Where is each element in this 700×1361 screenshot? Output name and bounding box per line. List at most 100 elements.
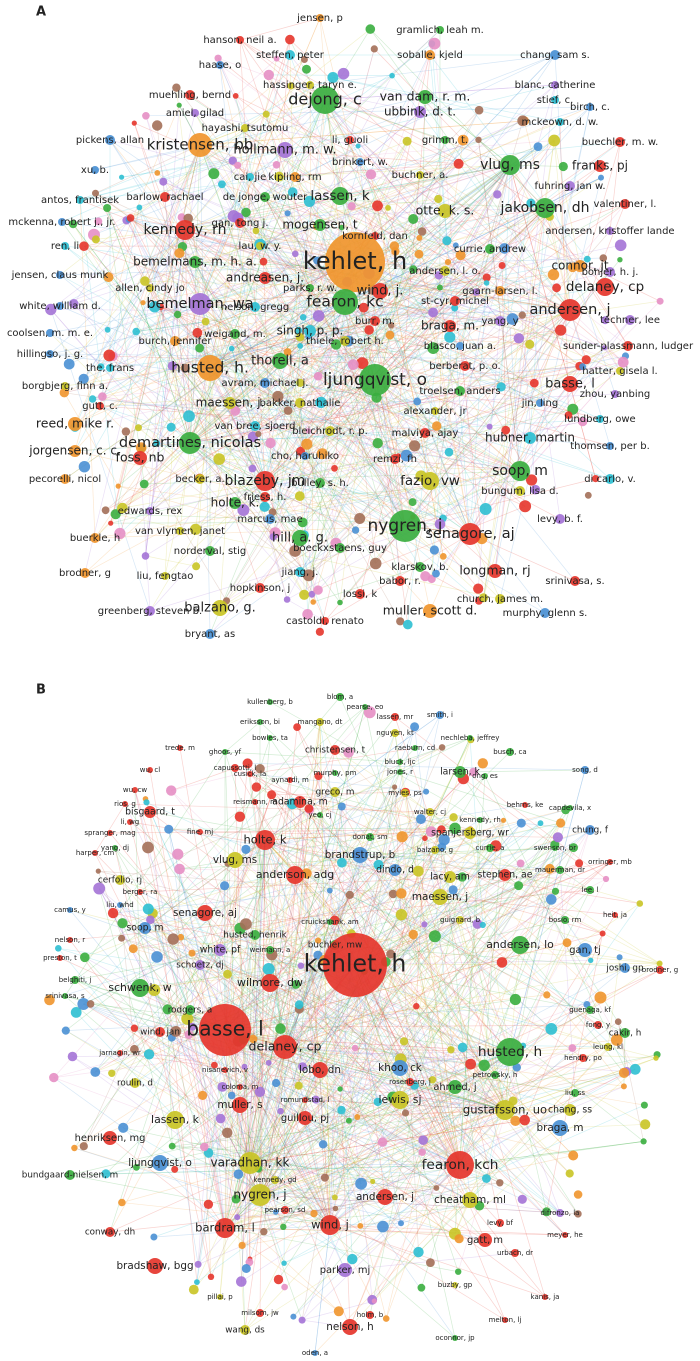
node-label: birch, c. — [570, 102, 610, 113]
node — [167, 361, 177, 371]
edge — [394, 716, 607, 880]
node — [235, 218, 245, 228]
node-label: nguyen, kt — [376, 729, 414, 737]
edge — [604, 347, 621, 372]
edge — [58, 947, 571, 1111]
edge — [264, 714, 441, 841]
node-label: pickens, allan — [76, 135, 144, 146]
node — [176, 102, 182, 108]
edge — [441, 829, 480, 1206]
node-label: christensen, t — [305, 746, 366, 756]
edge — [187, 862, 580, 1020]
edge — [264, 207, 546, 482]
node — [347, 1253, 358, 1265]
node — [502, 1317, 508, 1323]
node — [556, 818, 566, 828]
edge — [259, 1047, 573, 1196]
edge — [197, 332, 611, 447]
edge — [329, 1067, 518, 1226]
node-label: antos, frantisek — [41, 195, 119, 206]
node-label: bemelmans, m. h. a. — [133, 255, 257, 269]
node — [78, 461, 91, 473]
edge — [329, 829, 591, 1226]
edge — [94, 144, 201, 171]
node — [316, 448, 328, 460]
edge — [370, 174, 444, 557]
node — [396, 888, 407, 899]
node — [312, 1350, 318, 1356]
node — [305, 428, 312, 434]
node — [194, 1260, 202, 1268]
edge — [179, 315, 319, 532]
edge — [421, 1164, 461, 1288]
edge — [239, 869, 396, 1088]
node — [98, 392, 107, 401]
edge — [264, 839, 574, 1156]
node-label: basse, l — [186, 1017, 263, 1041]
edge — [239, 39, 326, 101]
node-label: boeckxstaens, guy — [293, 543, 387, 554]
edge — [98, 870, 402, 894]
node — [486, 844, 494, 852]
node — [289, 545, 301, 557]
node — [241, 1063, 248, 1070]
edge — [509, 769, 586, 1053]
edge — [149, 120, 523, 289]
edge — [224, 1029, 315, 1214]
edge — [72, 223, 305, 595]
edge — [83, 164, 511, 247]
node-label: buechler, m. w. — [582, 137, 659, 148]
edge — [49, 353, 418, 402]
node — [499, 869, 511, 881]
edge — [59, 274, 486, 510]
edge — [189, 382, 535, 444]
edge — [264, 196, 346, 303]
node-label: andersen, j — [529, 302, 610, 318]
edge — [84, 309, 571, 574]
edge — [84, 176, 251, 467]
edge — [227, 791, 427, 864]
edge — [74, 964, 356, 1149]
edge — [399, 1067, 566, 1236]
edge — [189, 99, 326, 444]
node — [302, 609, 313, 620]
edge — [269, 933, 352, 951]
edge — [329, 1151, 423, 1226]
edge — [469, 832, 511, 1053]
node — [377, 1137, 388, 1147]
node — [299, 589, 310, 600]
edge — [92, 261, 449, 400]
edge — [244, 1051, 511, 1331]
edge — [254, 839, 266, 936]
edge — [182, 246, 266, 482]
edge — [98, 870, 352, 934]
edge — [107, 207, 356, 263]
edge — [354, 261, 379, 444]
node-label: reed, mike r. — [36, 416, 114, 431]
edge — [121, 937, 511, 1053]
edge — [358, 853, 524, 1046]
node-label: lassen, mr — [377, 713, 414, 721]
edge — [264, 345, 301, 482]
node-label: jones, r — [386, 768, 413, 776]
edge — [73, 303, 253, 469]
edge — [314, 1224, 331, 1354]
edge — [483, 205, 554, 598]
edge — [284, 801, 301, 1048]
node-label: lassen, k — [151, 1113, 200, 1126]
node — [515, 486, 525, 496]
edge — [332, 77, 561, 123]
node — [295, 333, 305, 342]
node-label: buchler, mw — [308, 941, 362, 951]
node — [303, 195, 316, 207]
node — [103, 272, 114, 283]
edge — [394, 819, 481, 871]
edge — [459, 829, 591, 1166]
edge — [284, 1005, 417, 1048]
edge — [75, 1012, 209, 1154]
node — [133, 1163, 140, 1171]
edge — [504, 248, 521, 472]
node — [146, 915, 155, 924]
node — [355, 143, 361, 149]
